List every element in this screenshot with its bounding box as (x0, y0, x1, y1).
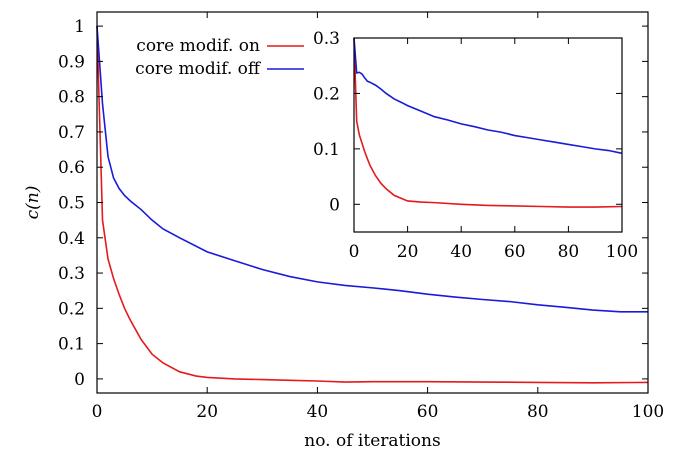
inset-xtick-label: 80 (558, 242, 580, 262)
main-ytick-label: 0.4 (58, 229, 85, 249)
main-ytick-label: 0.8 (58, 88, 85, 108)
inset-ytick-label: 0.3 (313, 29, 340, 49)
main-xtick-label: 20 (196, 402, 218, 422)
inset-plot: 0 20 40 60 80 100 0 0.1 0.2 0.3 (313, 29, 638, 262)
inset-xtick-label: 40 (450, 242, 472, 262)
main-ytick-label: 0.1 (58, 335, 85, 355)
legend: core modif. on core modif. off (135, 36, 304, 79)
inset-xtick-label: 60 (504, 242, 526, 262)
inset-ytick-label: 0.2 (313, 84, 340, 104)
main-xtick-label: 0 (92, 402, 103, 422)
inset-background (354, 38, 622, 232)
main-ytick-label: 0.3 (58, 264, 85, 284)
main-ytick-label: 0.6 (58, 158, 85, 178)
legend-label-on: core modif. on (136, 36, 260, 56)
main-xtick-label: 100 (632, 402, 664, 422)
main-ytick-label: 0.5 (58, 194, 85, 214)
main-xtick-label: 40 (307, 402, 329, 422)
main-series-on-line (96, 26, 649, 384)
inset-xtick-label: 100 (606, 242, 638, 262)
x-axis-label: no. of iterations (304, 431, 440, 451)
inset-xtick-label: 20 (397, 242, 419, 262)
main-plot: 0 20 40 60 80 10000.10.20.30.40.50.60.70.80.9… (23, 11, 664, 451)
y-axis-label: c(n) (23, 186, 43, 220)
main-ytick-label: 0.2 (58, 299, 85, 319)
inset-ytick-label: 0 (329, 195, 340, 215)
inset-series-off-line (353, 37, 623, 155)
inset-ytick-label: 0.1 (313, 140, 340, 160)
inset-frame (353, 37, 623, 233)
main-ytick-label: 0 (74, 370, 85, 390)
main-ytick-label: 1 (74, 17, 85, 37)
main-ytick-label: 0.7 (58, 123, 85, 143)
inset-series-on-line (353, 37, 623, 208)
main-series-off-line (96, 26, 648, 313)
inset-xtick-label: 0 (349, 242, 360, 262)
main-xtick-label: 80 (527, 402, 549, 422)
main-ytick-label: 0.9 (58, 52, 85, 72)
legend-label-off: core modif. off (135, 59, 262, 79)
main-xtick-label: 60 (417, 402, 439, 422)
